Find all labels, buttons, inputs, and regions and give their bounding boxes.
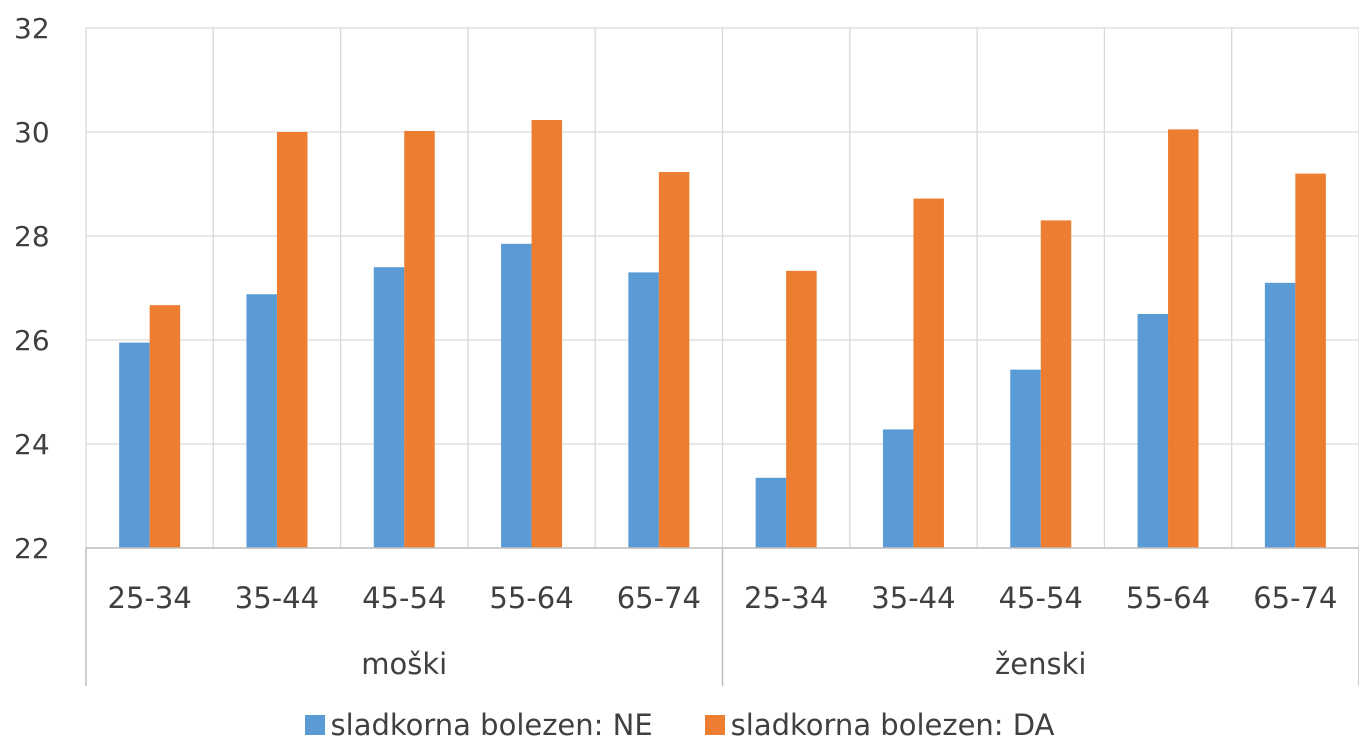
- x-tick-label: 55-64: [489, 581, 573, 615]
- x-tick-label: 65-74: [617, 581, 701, 615]
- y-tick-label: 24: [14, 428, 50, 461]
- y-tick-label: 22: [14, 532, 50, 565]
- bar-ne: [246, 294, 277, 548]
- x-axis: 25-34 35-44 45-54 55-64 65-74 25-34 35-44 45-54…: [85, 547, 1359, 686]
- legend-swatch-da: [704, 715, 725, 735]
- bar-da: [913, 198, 944, 548]
- y-tick-label: 32: [14, 12, 50, 45]
- legend-label-da: sladkorna bolezen: DA: [730, 708, 1055, 742]
- bar-da: [276, 132, 308, 548]
- bar-da: [1295, 173, 1326, 548]
- legend-swatch-ne: [304, 715, 325, 735]
- bar-ne: [119, 342, 150, 548]
- bar-ne: [882, 429, 914, 548]
- bar-ne: [1264, 282, 1296, 548]
- bar-ne: [1010, 369, 1041, 548]
- bar-da: [658, 172, 690, 549]
- bar-da: [531, 120, 563, 548]
- bars: [119, 120, 1326, 549]
- y-tick-label: 26: [14, 324, 50, 357]
- y-tick-label: 28: [14, 220, 50, 253]
- y-tick-label: 30: [14, 116, 50, 149]
- x-tick-label: 25-34: [744, 581, 828, 615]
- bar-da: [1168, 129, 1199, 548]
- bar-da: [149, 305, 181, 548]
- bar-ne: [501, 243, 532, 549]
- x-tick-label: 55-64: [1126, 581, 1210, 615]
- bar-ne: [628, 272, 659, 548]
- group-label: moški: [361, 647, 447, 681]
- x-tick-label: 35-44: [871, 581, 955, 615]
- y-axis-ticks: 22 24 26 28 30 32: [14, 12, 50, 565]
- bar-da: [786, 270, 817, 548]
- group-label: ženski: [995, 647, 1086, 681]
- x-tick-label: 35-44: [235, 581, 319, 615]
- x-tick-label: 45-54: [999, 581, 1083, 615]
- bar-da: [404, 130, 435, 548]
- bar-da: [1040, 220, 1072, 548]
- legend-item-ne: sladkorna bolezen: NE: [304, 708, 653, 742]
- bar-ne: [373, 267, 405, 548]
- x-tick-label: 45-54: [362, 581, 446, 615]
- legend-label-ne: sladkorna bolezen: NE: [330, 708, 653, 742]
- bar-ne: [1137, 314, 1169, 548]
- x-tick-label: 65-74: [1253, 581, 1337, 615]
- legend-item-da: sladkorna bolezen: DA: [704, 708, 1055, 742]
- legend: sladkorna bolezen: NE sladkorna bolezen:…: [0, 708, 1359, 742]
- x-tick-label: 25-34: [108, 581, 192, 615]
- bar-ne: [755, 477, 787, 548]
